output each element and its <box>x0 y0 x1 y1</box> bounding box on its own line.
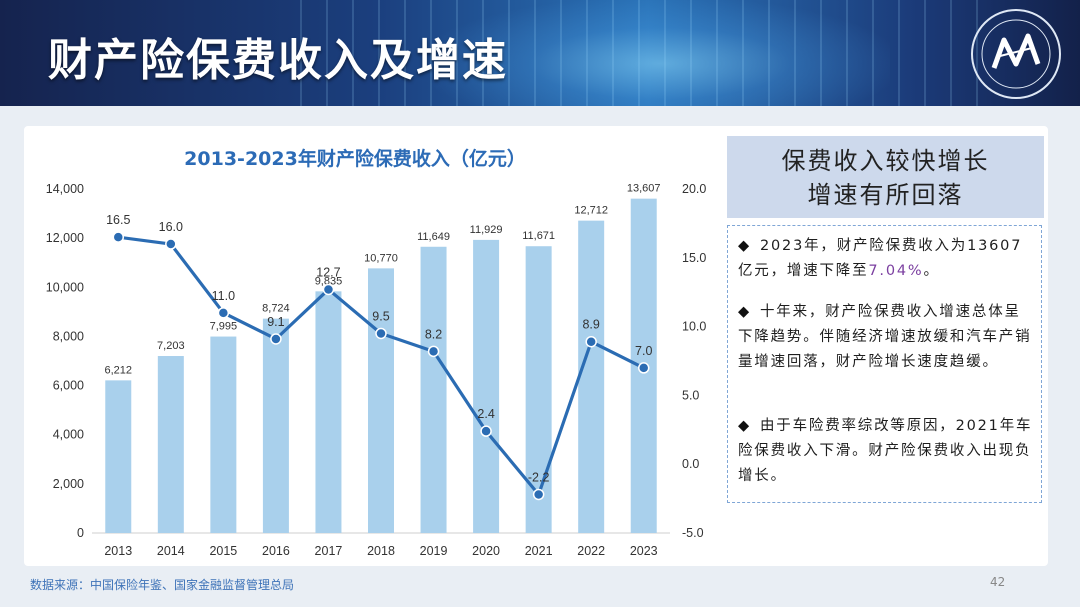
bar <box>368 268 394 533</box>
bar-value-label: 12,712 <box>574 205 608 217</box>
growth-value-label: 9.5 <box>372 309 389 323</box>
x-tick-label: 2022 <box>577 544 605 558</box>
growth-value-label: 7.0 <box>635 344 652 358</box>
bar <box>473 239 500 533</box>
x-tick-label: 2015 <box>209 544 237 558</box>
chart-canvas: 0 2,000 4,000 6,000 8,000 10,000 12,000 14,000 -… <box>46 182 707 558</box>
growth-point <box>375 327 387 340</box>
bar-value-label: 11,929 <box>470 224 503 236</box>
diamond-icon: ◆ <box>738 418 750 434</box>
growth-point <box>532 488 545 501</box>
bullet-1-end: 。 <box>923 263 940 279</box>
growth-value-label: 2.4 <box>477 407 494 421</box>
header-glow <box>430 0 890 106</box>
y-right-tick-label: 20.0 <box>682 182 706 196</box>
y-left-tick-label: 2,000 <box>53 477 84 491</box>
bar-value-label: 11,671 <box>522 230 555 242</box>
growth-value-label: 16.5 <box>106 213 130 227</box>
bar-value-label: 9,835 <box>315 275 343 287</box>
bullet-3-text: 由于车险费率综改等原因，2021年车险保费收入下滑。财产险保费收入出现负增长。 <box>738 418 1033 484</box>
bullet-1-highlight: 7.04% <box>868 263 924 279</box>
growth-point <box>637 362 650 374</box>
y-right-tick-label: 10.0 <box>682 320 706 334</box>
y-right-tick-label: 0.0 <box>682 457 699 471</box>
header-banner: 财产险保费收入及增速 <box>0 0 1080 106</box>
bar <box>157 356 184 533</box>
x-tick-label: 2021 <box>525 544 553 558</box>
y-right-tick-label: 15.0 <box>682 251 706 265</box>
header-lines <box>300 0 1000 106</box>
y-left-tick-label: 0 <box>77 526 84 540</box>
growth-value-label: 8.9 <box>582 318 599 332</box>
bar <box>105 380 132 533</box>
x-tick-label: 2017 <box>315 544 343 558</box>
growth-point <box>585 335 597 348</box>
bar-value-label: 11,649 <box>417 231 450 243</box>
x-tick-label: 2020 <box>472 544 500 558</box>
bar-value-label: 8,724 <box>262 303 290 315</box>
growth-value-label: 16.0 <box>159 220 183 234</box>
bullet-1: ◆ 2023年，财产险保费收入为13607亿元，增速下降至7.04%。 <box>738 234 1034 284</box>
growth-point <box>270 333 282 345</box>
y-left-tick-label: 8,000 <box>53 329 84 343</box>
bullet-3: ◆ 由于车险费率综改等原因，2021年车险保费收入下滑。财产险保费收入出现负增长。 <box>738 414 1034 489</box>
side-heading-line1: 保费收入较快增长 <box>781 147 990 175</box>
logo-emblem <box>968 6 1064 102</box>
bullet-2-text: 十年来，财产险保费收入增速总体呈下降趋势。伴随经济增速放缓和汽车产销量增速回落，… <box>738 304 1032 370</box>
y-left-tick-label: 12,000 <box>46 231 84 245</box>
x-tick-label: 2014 <box>157 544 185 558</box>
bullet-2: ◆ 十年来，财产险保费收入增速总体呈下降趋势。伴随经济增速放缓和汽车产销量增速回落… <box>738 300 1034 375</box>
growth-point <box>480 425 492 437</box>
bar <box>262 318 289 533</box>
growth-point <box>217 307 230 319</box>
data-source: 数据来源：中国保险年鉴、国家金融监督管理总局 <box>30 578 295 592</box>
bar-value-label: 7,995 <box>210 321 238 333</box>
x-tick-label: 2016 <box>262 544 290 558</box>
y-left-tick-label: 10,000 <box>46 280 84 294</box>
growth-point <box>165 238 177 250</box>
bar <box>420 246 447 533</box>
y-right-tick-label: 5.0 <box>682 388 699 402</box>
diamond-icon: ◆ <box>738 304 750 320</box>
growth-value-label: 8.2 <box>425 327 442 341</box>
diamond-icon: ◆ <box>738 238 750 254</box>
growth-point <box>322 283 335 296</box>
side-heading-line2: 增速有所回落 <box>807 181 964 209</box>
y-left-tick-label: 4,000 <box>53 428 84 442</box>
bar-value-label: 6,212 <box>105 364 133 376</box>
y-left-tick-label: 14,000 <box>46 182 84 196</box>
logo-icon <box>971 9 1061 99</box>
growth-point <box>427 345 440 358</box>
page-title: 财产险保费收入及增速 <box>48 35 508 86</box>
growth-value-label: -2.2 <box>528 470 550 484</box>
side-body: ◆ 2023年，财产险保费收入为13607亿元，增速下降至7.04%。 ◆ 十年来，… <box>727 225 1042 503</box>
bar <box>315 291 342 533</box>
growth-point <box>112 231 125 243</box>
bar <box>210 336 237 533</box>
growth-value-label: 11.0 <box>212 289 235 303</box>
bar-value-label: 13,607 <box>627 183 661 195</box>
bar <box>578 220 605 533</box>
growth-value-label: 12.7 <box>316 265 340 279</box>
x-tick-label: 2019 <box>420 544 448 558</box>
side-heading: 保费收入较快增长 增速有所回落 <box>727 136 1044 218</box>
bullet-1-text: 2023年，财产险保费收入为13607亿元，增速下降至 <box>738 238 1023 279</box>
x-tick-label: 2018 <box>367 544 395 558</box>
x-tick-label: 2013 <box>104 544 132 558</box>
y-left-tick-label: 6,000 <box>53 379 84 393</box>
page-number: 42 <box>990 575 1006 589</box>
chart-title: 2013-2023年财产险保费收入（亿元） <box>184 148 526 170</box>
bar-value-label: 10,770 <box>364 252 398 264</box>
x-tick-label: 2023 <box>630 544 658 558</box>
bar-value-label: 7,203 <box>157 340 185 352</box>
growth-value-label: 9.1 <box>267 315 284 329</box>
y-right-tick-label: -5.0 <box>682 526 704 540</box>
